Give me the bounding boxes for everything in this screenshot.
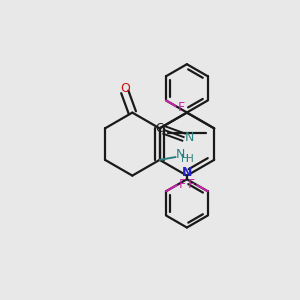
Text: N: N — [182, 166, 192, 179]
Text: O: O — [120, 82, 130, 94]
Text: F: F — [178, 178, 186, 191]
Text: H: H — [186, 154, 194, 164]
Text: N: N — [185, 131, 194, 144]
Text: N: N — [176, 148, 186, 160]
Text: C: C — [155, 122, 163, 135]
Text: F: F — [188, 178, 195, 191]
Text: H: H — [181, 154, 189, 164]
Text: F: F — [177, 101, 184, 114]
